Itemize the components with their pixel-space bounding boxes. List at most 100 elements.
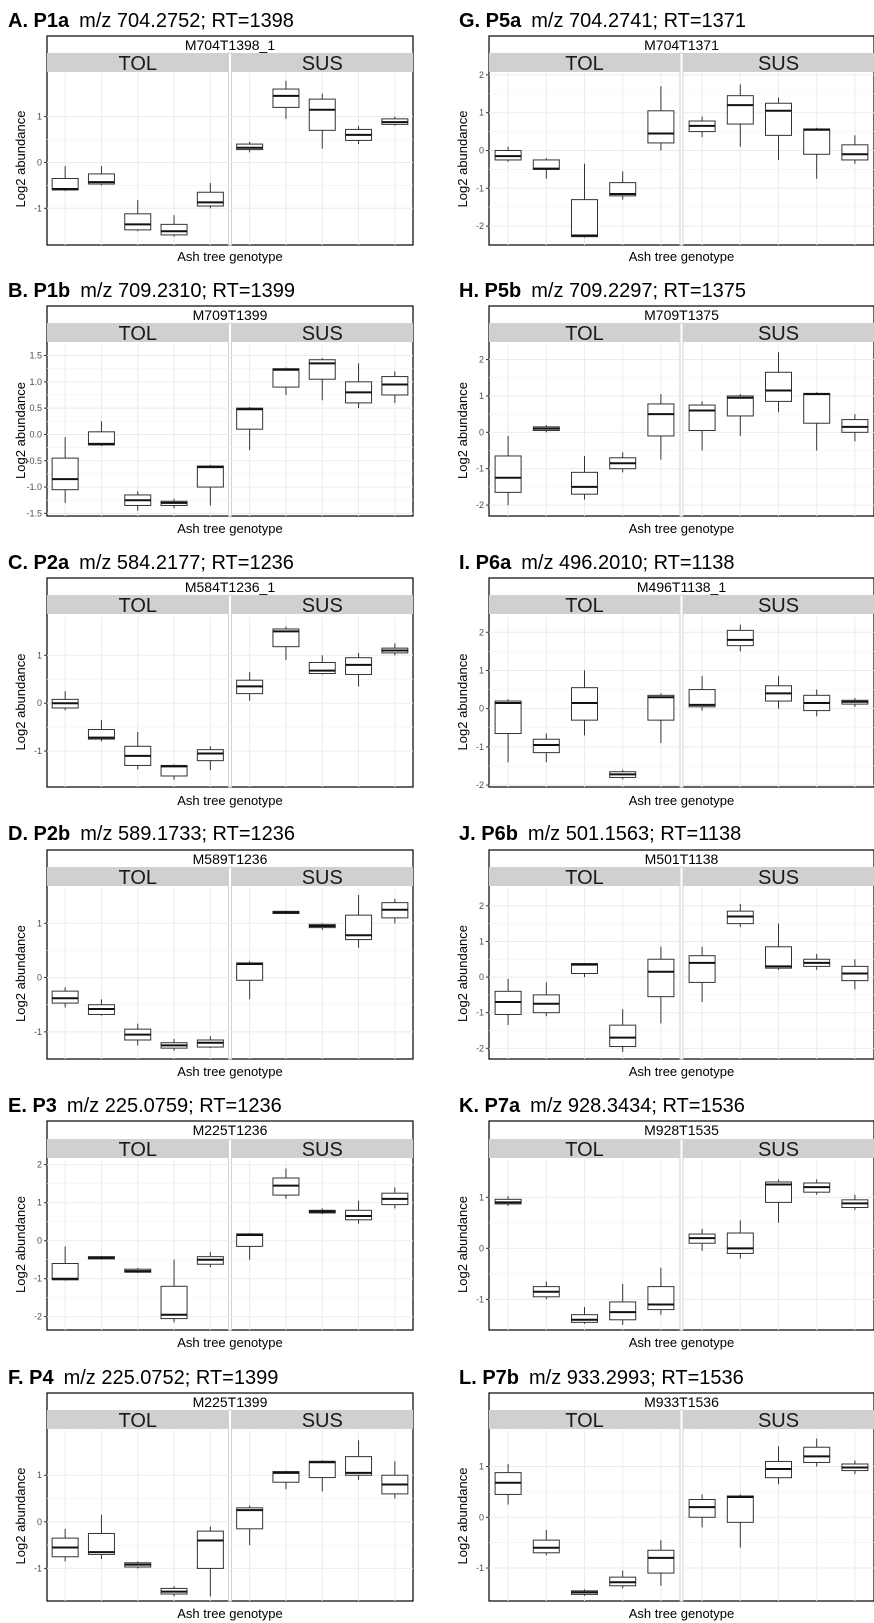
facet-label-tol: TOL bbox=[565, 867, 604, 889]
boxplot-sus-2 bbox=[726, 84, 754, 147]
box-iqr bbox=[308, 98, 336, 131]
box-iqr bbox=[272, 88, 300, 108]
box-iqr bbox=[51, 457, 79, 491]
feature-id-label: M928T1535 bbox=[644, 1122, 719, 1138]
x-axis-title: Ash tree genotype bbox=[177, 249, 283, 264]
facet-label-tol: TOL bbox=[565, 1139, 604, 1161]
box-iqr bbox=[841, 144, 869, 161]
facet-strip-sus bbox=[683, 595, 874, 614]
boxplot-tol-3 bbox=[124, 1561, 152, 1569]
boxplot-tol-1 bbox=[494, 978, 522, 1026]
boxplot-tol-5 bbox=[647, 394, 675, 460]
box-iqr bbox=[51, 1263, 79, 1281]
panel-letter: F. P4 bbox=[8, 1367, 54, 1389]
box-iqr bbox=[532, 1539, 560, 1554]
x-axis-title: Ash tree genotype bbox=[629, 793, 735, 808]
boxplot-sus-4 bbox=[345, 125, 373, 145]
facet-label-tol: TOL bbox=[118, 867, 157, 889]
boxplot-sus-3 bbox=[765, 97, 792, 160]
feature-id-label: M933T1536 bbox=[644, 1394, 719, 1410]
boxplot-tol-2 bbox=[87, 719, 115, 742]
facet-strip-tol bbox=[489, 867, 680, 886]
boxplot-sus-5 bbox=[381, 1187, 409, 1209]
facet-strip-sus bbox=[231, 1139, 413, 1158]
facet-strip-tol bbox=[47, 323, 229, 342]
facet-separator bbox=[679, 1138, 684, 1331]
box-iqr bbox=[272, 1471, 300, 1483]
y-tick-label: -1 bbox=[34, 1274, 42, 1284]
y-tick-label: -1 bbox=[34, 746, 42, 756]
y-tick-label: 0.0 bbox=[29, 429, 42, 439]
facet-label-sus: SUS bbox=[758, 1139, 799, 1161]
y-tick-label: 0 bbox=[37, 698, 42, 708]
y-tick-label: 0 bbox=[37, 157, 42, 167]
panel-p4: F. P4 m/z 225.0752; RT=1399 M225T1399 TOL SU… bbox=[8, 1367, 414, 1621]
facet-separator bbox=[228, 594, 232, 788]
panel-heading: F. P4 m/z 225.0752; RT=1399 bbox=[8, 1367, 278, 1389]
panel-p1a: A. P1a m/z 704.2752; RT=1398 M704T1398_1 TO… bbox=[8, 10, 414, 264]
facet-strip-tol bbox=[489, 53, 680, 72]
facet-label-sus: SUS bbox=[758, 867, 799, 889]
boxplot-sus-4 bbox=[803, 1438, 831, 1467]
box-iqr bbox=[726, 95, 754, 125]
facet-label-tol: TOL bbox=[565, 1410, 604, 1432]
panel-title: m/z 501.1563; RT=1138 bbox=[528, 823, 741, 845]
boxplot-tol-4 bbox=[609, 1284, 637, 1325]
box-iqr bbox=[571, 963, 598, 975]
facet-strip-sus bbox=[231, 595, 413, 614]
boxplot-tol-4 bbox=[609, 769, 637, 780]
box-iqr bbox=[87, 729, 115, 740]
facet-strip-sus bbox=[231, 323, 413, 342]
panel-letter: G. P5a bbox=[459, 10, 522, 32]
boxplot-sus-2 bbox=[726, 624, 754, 652]
y-tick-label: 0 bbox=[37, 973, 42, 983]
facet-label-tol: TOL bbox=[118, 595, 157, 617]
facet-label-tol: TOL bbox=[118, 53, 157, 75]
y-tick-label: 1.5 bbox=[29, 351, 42, 361]
boxplot-sus-4 bbox=[345, 1440, 373, 1480]
boxplot-tol-1 bbox=[494, 1196, 522, 1206]
panel-p7b: L. P7b m/z 933.2993; RT=1536 M933T1536 TOL S… bbox=[455, 1367, 874, 1621]
boxplot-sus-4 bbox=[803, 1179, 831, 1195]
feature-id-label: M225T1236 bbox=[193, 1122, 268, 1138]
box-iqr bbox=[765, 371, 792, 402]
y-tick-label: 0.5 bbox=[29, 403, 42, 413]
y-tick-label: 2 bbox=[479, 627, 484, 637]
facet-strip-sus bbox=[231, 867, 413, 886]
y-tick-label: 2 bbox=[479, 70, 484, 80]
facet-separator bbox=[228, 322, 232, 517]
feature-id-label: M589T1236 bbox=[193, 851, 268, 867]
boxplot-tol-1 bbox=[51, 691, 79, 711]
boxplot-tol-1 bbox=[494, 146, 522, 162]
box-iqr bbox=[494, 455, 522, 493]
box-iqr bbox=[688, 1499, 716, 1518]
boxplot-tol-5 bbox=[196, 1252, 224, 1268]
boxplot-tol-1 bbox=[51, 437, 79, 503]
facet-separator bbox=[228, 1409, 232, 1602]
panel-title: m/z 928.3434; RT=1536 bbox=[530, 1095, 745, 1117]
box-iqr bbox=[308, 359, 336, 380]
box-iqr bbox=[609, 1024, 637, 1048]
box-iqr bbox=[765, 1181, 792, 1203]
box-iqr bbox=[345, 1456, 373, 1476]
facet-label-tol: TOL bbox=[118, 323, 157, 345]
panel-heading: L. P7b m/z 933.2993; RT=1536 bbox=[459, 1367, 744, 1389]
box-iqr bbox=[688, 955, 716, 983]
y-tick-label: -1 bbox=[476, 742, 484, 752]
facet-strip-tol bbox=[489, 1139, 680, 1158]
boxplot-tol-2 bbox=[87, 999, 115, 1016]
y-tick-label: 0 bbox=[479, 1243, 484, 1253]
boxplot-sus-1 bbox=[688, 401, 716, 451]
y-tick-label: 1 bbox=[479, 391, 484, 401]
facet-strip-sus bbox=[683, 1139, 874, 1158]
facet-strip-tol bbox=[47, 53, 229, 72]
box-iqr bbox=[308, 661, 336, 675]
boxplot-tol-2 bbox=[532, 733, 560, 763]
boxplot-sus-4 bbox=[803, 392, 831, 451]
panel-p2b: D. P2b m/z 589.1733; RT=1236 M589T1236 TOL S… bbox=[8, 823, 414, 1079]
boxplot-tol-3 bbox=[124, 731, 152, 770]
y-axis-title: Log2 abundance bbox=[455, 382, 470, 479]
boxplot-sus-5 bbox=[841, 959, 869, 990]
boxplot-tol-5 bbox=[196, 464, 224, 506]
box-iqr bbox=[196, 191, 224, 207]
